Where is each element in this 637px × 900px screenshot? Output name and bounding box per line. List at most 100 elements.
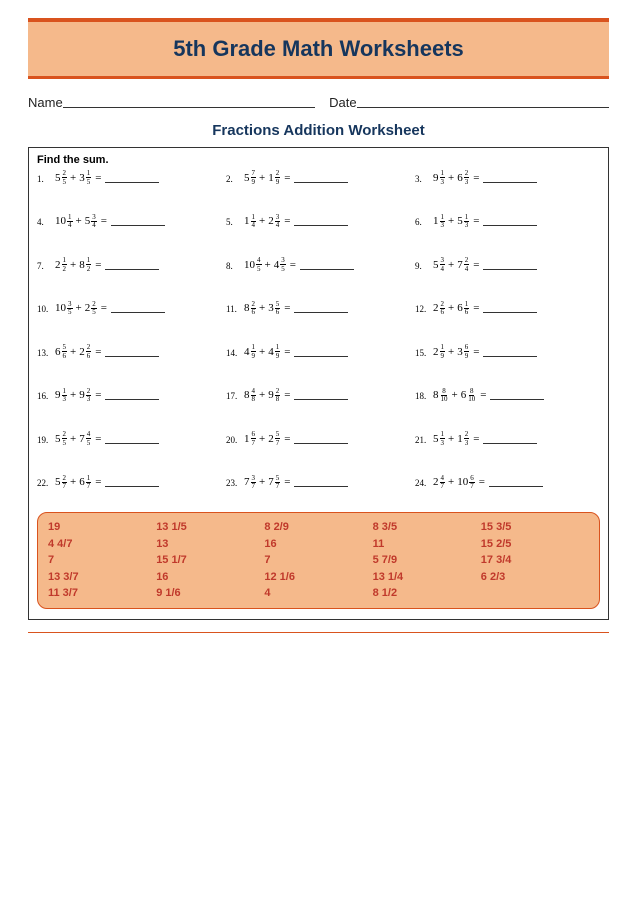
problem: 22.527+617=: [37, 475, 222, 491]
mixed-number: 226: [433, 301, 445, 317]
answer-blank[interactable]: [105, 434, 159, 444]
answer-blank[interactable]: [111, 216, 165, 226]
problem-number: 9.: [415, 259, 433, 271]
answer-blank[interactable]: [483, 347, 537, 357]
denominator: 7: [275, 483, 281, 491]
plus-sign: +: [448, 172, 454, 184]
answer-blank[interactable]: [294, 477, 348, 487]
fraction-part: 67: [469, 475, 475, 491]
denominator: 5: [280, 265, 286, 273]
answer-blank[interactable]: [483, 216, 537, 226]
equals-sign: =: [473, 172, 479, 184]
mixed-number: 113: [433, 214, 445, 230]
whole-part: 5: [55, 172, 61, 184]
problem-number: 21.: [415, 433, 433, 445]
answer-blank[interactable]: [490, 390, 544, 400]
answer-cell: 9 1/6: [156, 585, 264, 602]
answer-blank[interactable]: [294, 303, 348, 313]
answer-blank[interactable]: [294, 347, 348, 357]
problem: 17.848+928=: [226, 388, 411, 404]
whole-part: 9: [268, 389, 274, 401]
equals-sign: =: [284, 346, 290, 358]
equals-sign: =: [473, 215, 479, 227]
answer-blank[interactable]: [483, 260, 537, 270]
answer-blank[interactable]: [105, 260, 159, 270]
fraction-part: 12: [86, 257, 92, 273]
problem-number: 7.: [37, 259, 55, 271]
problem-number: 11.: [226, 302, 244, 314]
answer-blank[interactable]: [105, 173, 159, 183]
answer-blank[interactable]: [294, 216, 348, 226]
answer-cell: 13 1/4: [373, 569, 481, 586]
whole-part: 5: [457, 215, 463, 227]
answer-cell: 13: [156, 536, 264, 553]
equals-sign: =: [284, 389, 290, 401]
fraction-part: 69: [464, 344, 470, 360]
mixed-number: 369: [457, 344, 469, 360]
denominator: 5: [67, 309, 73, 317]
answer-blank[interactable]: [294, 434, 348, 444]
answer-bank: 1913 1/58 2/98 3/515 3/54 4/713161115 2/…: [37, 512, 600, 609]
numerator: 4: [256, 257, 262, 265]
answer-blank[interactable]: [300, 260, 354, 270]
mixed-number: 167: [244, 431, 256, 447]
fraction-part: 57: [275, 475, 281, 491]
mixed-number: 419: [268, 344, 280, 360]
problem-number: 10.: [37, 302, 55, 314]
denominator: 4: [91, 222, 97, 230]
name-input-line[interactable]: [63, 95, 315, 108]
answer-blank[interactable]: [105, 390, 159, 400]
problem: 9.534+724=: [415, 257, 600, 273]
answer-cell: 15 2/5: [481, 536, 589, 553]
plus-sign: +: [259, 433, 265, 445]
numerator: 1: [251, 344, 257, 352]
whole-part: 5: [85, 215, 91, 227]
answer-cell: 17 3/4: [481, 552, 589, 569]
whole-part: 2: [268, 433, 274, 445]
answer-blank[interactable]: [105, 347, 159, 357]
whole-part: 4: [268, 346, 274, 358]
problem-number: 12.: [415, 302, 433, 314]
whole-part: 5: [244, 172, 250, 184]
mixed-number: 928: [268, 388, 280, 404]
fraction-part: 16: [464, 301, 470, 317]
denominator: 7: [62, 483, 68, 491]
denominator: 10: [440, 396, 449, 404]
name-date-row: Name Date: [28, 95, 609, 110]
whole-part: 7: [457, 259, 463, 271]
answer-blank[interactable]: [111, 303, 165, 313]
whole-part: 10: [244, 259, 255, 271]
mixed-number: 724: [457, 257, 469, 273]
mixed-number: 579: [244, 170, 256, 186]
answer-blank[interactable]: [483, 173, 537, 183]
whole-part: 2: [268, 215, 274, 227]
date-input-line[interactable]: [357, 95, 609, 108]
answer-blank[interactable]: [489, 477, 543, 487]
answer-blank[interactable]: [105, 477, 159, 487]
fraction-part: 25: [62, 431, 68, 447]
mixed-number: 616: [457, 301, 469, 317]
whole-part: 5: [433, 433, 439, 445]
answer-cell: 16: [264, 536, 372, 553]
answer-cell: 15 1/7: [156, 552, 264, 569]
whole-part: 2: [55, 259, 61, 271]
plus-sign: +: [259, 346, 265, 358]
numerator: 3: [280, 257, 286, 265]
fraction-part: 25: [91, 301, 97, 317]
answer-blank[interactable]: [294, 390, 348, 400]
answer-blank[interactable]: [294, 173, 348, 183]
equals-sign: =: [479, 476, 485, 488]
whole-part: 9: [79, 389, 85, 401]
fraction-part: 17: [86, 475, 92, 491]
answer-blank[interactable]: [483, 303, 537, 313]
mixed-number: 1035: [55, 301, 73, 317]
answer-blank[interactable]: [483, 434, 537, 444]
equals-sign: =: [480, 389, 486, 401]
answer-cell: 5 7/9: [373, 552, 481, 569]
mixed-number: 527: [55, 475, 67, 491]
equals-sign: =: [95, 389, 101, 401]
fraction-part: 12: [62, 257, 68, 273]
answer-cell: 7: [264, 552, 372, 569]
mixed-number: 114: [244, 214, 256, 230]
plus-sign: +: [70, 172, 76, 184]
